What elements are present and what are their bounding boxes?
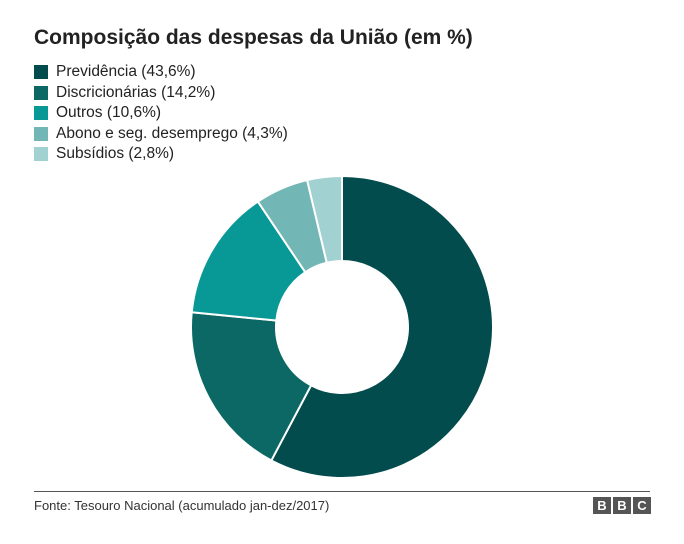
legend-item-abono: Abono e seg. desemprego (4,3%) xyxy=(34,124,288,145)
donut-slice-1 xyxy=(190,311,313,462)
legend-label: Outros (10,6%) xyxy=(56,104,162,122)
bbc-logo-letter: B xyxy=(613,497,631,514)
legend-swatch xyxy=(34,147,48,162)
legend-swatch xyxy=(34,65,48,80)
legend-swatch xyxy=(34,126,48,141)
bbc-logo-letter: C xyxy=(633,497,651,514)
source-note: Fonte: Tesouro Nacional (acumulado jan-d… xyxy=(34,498,330,513)
bbc-logo-letter: B xyxy=(593,497,611,514)
legend-label: Subsídios (2,8%) xyxy=(56,145,175,163)
legend-swatch xyxy=(34,106,48,121)
footer-divider xyxy=(34,491,650,492)
legend-item-outros: Outros (10,6%) xyxy=(34,103,288,124)
legend-swatch xyxy=(34,85,48,100)
legend-item-subsidios: Subsídios (2,8%) xyxy=(34,144,288,165)
legend: Previdência (43,6%) Discricionárias (14,… xyxy=(34,62,288,165)
legend-item-previdencia: Previdência (43,6%) xyxy=(34,62,288,83)
bbc-logo: B B C xyxy=(593,497,651,514)
donut-slice-0 xyxy=(270,175,494,479)
legend-label: Abono e seg. desemprego (4,3%) xyxy=(56,124,288,142)
legend-label: Discricionárias (14,2%) xyxy=(56,83,216,101)
chart-title: Composição das despesas da União (em %) xyxy=(34,26,473,49)
legend-label: Previdência (43,6%) xyxy=(56,63,196,81)
donut-slice-4 xyxy=(306,175,343,264)
legend-item-discricionarias: Discricionárias (14,2%) xyxy=(34,83,288,104)
